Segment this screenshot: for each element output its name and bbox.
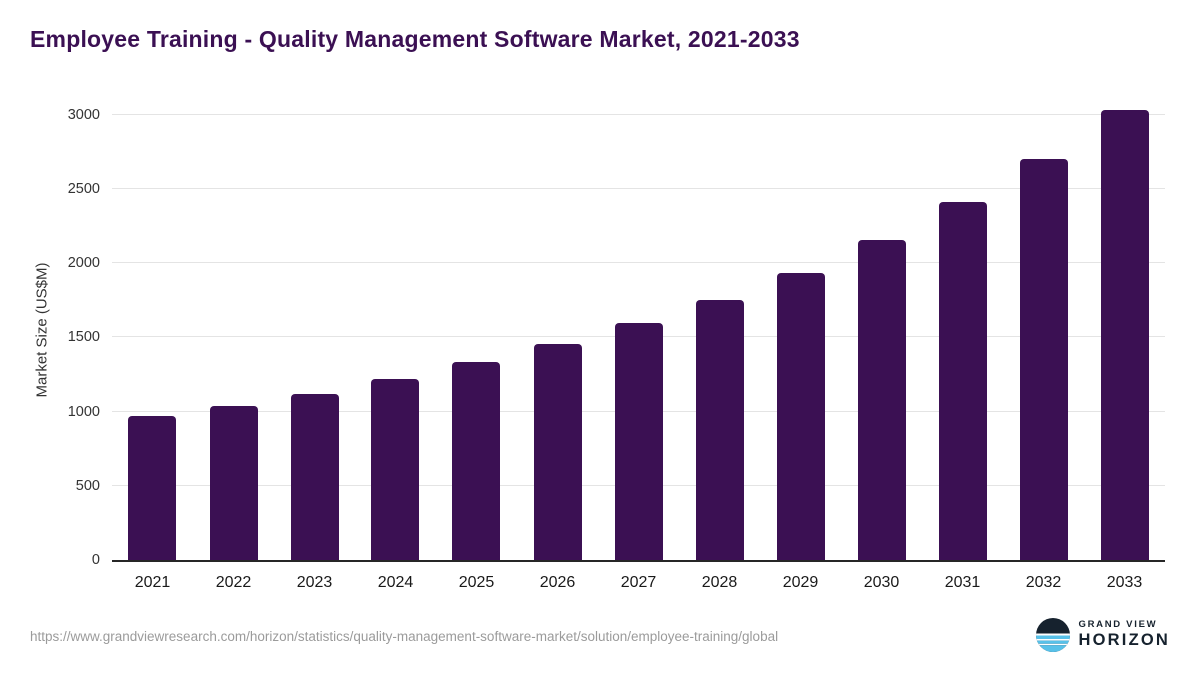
bar-2022 [209,405,258,560]
x-tick-label-2021: 2021 [134,574,171,591]
bar-2032 [1019,159,1068,560]
bar-2031 [938,202,987,560]
grand-view-horizon-logo: GRAND VIEW HORIZON [1035,618,1170,652]
bar-2029 [776,272,825,560]
x-tick-label-2025: 2025 [458,574,495,591]
source-url: https://www.grandviewresearch.com/horizo… [30,629,779,644]
bar-2026 [533,344,582,560]
logo-brand-line2: HORIZON [1078,630,1170,649]
grand-view-horizon-logo-icon [1035,618,1070,652]
y-tick-label-1000: 1000 [67,403,100,420]
x-tick-label-2029: 2029 [782,574,819,591]
gridline-2500 [112,188,1165,190]
x-tick-label-2031: 2031 [944,574,981,591]
plot-area: 0 500 1000 1500 2000 2500 3000 2021 2022 2023 2024… [68,100,1165,591]
bar-chart: 0 500 1000 1500 2000 2500 3000 2021 2022 2023 2024… [68,100,1165,591]
logo-brand-line1: GRAND VIEW [1078,619,1158,631]
y-tick-label-1500: 1500 [67,329,100,346]
gridline-3000 [112,113,1165,115]
x-tick-label-2026: 2026 [539,574,576,591]
x-tick-label-2023: 2023 [296,574,333,591]
chart-title: Employee Training - Quality Management S… [30,26,800,52]
bar-2021 [128,416,177,560]
x-tick-label-2027: 2027 [620,574,657,591]
y-tick-label-0: 0 [91,552,100,568]
bar-2033 [1100,109,1149,560]
x-tick-label-2032: 2032 [1025,574,1062,591]
x-tick-label-2033: 2033 [1106,574,1143,591]
x-tick-label-2030: 2030 [863,574,900,591]
y-tick-label-500: 500 [75,477,100,494]
x-tick-label-2028: 2028 [701,574,738,591]
bar-2030 [857,240,906,560]
x-tick-label-2022: 2022 [215,574,252,591]
bar-2023 [290,393,339,560]
y-axis-label: Market Size (US$M) [33,262,51,398]
bar-2025 [452,361,501,560]
bar-2028 [695,299,744,560]
logo-wordmark: GRAND VIEW HORIZON [1078,619,1170,650]
gridline-2000 [112,262,1165,264]
y-tick-label-2000: 2000 [67,255,100,272]
y-tick-label-3000: 3000 [67,106,100,123]
x-tick-label-2024: 2024 [377,574,414,591]
bar-2027 [614,323,663,560]
y-tick-label-2500: 2500 [67,181,100,198]
bar-2024 [371,378,420,560]
